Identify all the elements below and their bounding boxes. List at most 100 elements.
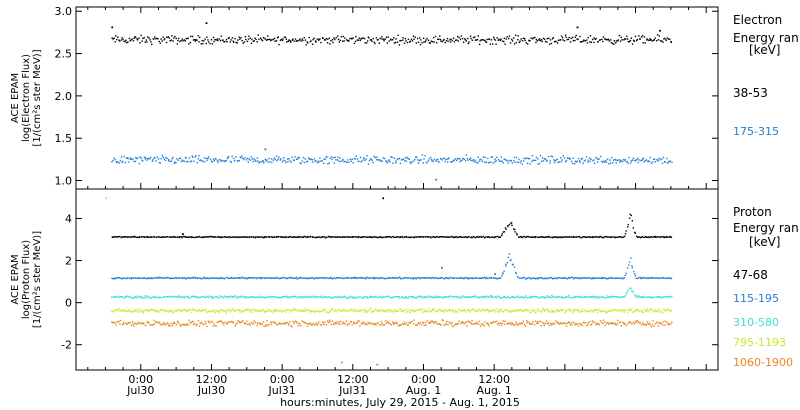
data-point [437,277,439,280]
data-point [353,322,355,325]
data-point [331,297,333,299]
data-point [200,159,202,161]
data-point [426,310,429,313]
data-point [487,157,489,160]
data-point [221,236,223,239]
data-point [159,296,162,298]
data-point [299,162,301,164]
data-point [500,309,502,311]
data-point [624,159,626,162]
data-point [381,160,383,162]
data-point [456,323,458,325]
data-point [403,309,406,312]
data-point [265,160,267,162]
data-point [280,277,282,279]
data-point [391,310,393,312]
data-point [201,310,203,312]
data-point [269,310,272,312]
data-point [406,297,408,299]
data-point [177,308,180,311]
data-point [180,236,182,238]
data-point [141,40,143,42]
data-point [173,277,175,280]
data-point [405,276,408,279]
data-point [213,297,215,299]
data-point [464,310,466,312]
data-point [526,297,528,299]
data-point [149,158,151,160]
data-point [281,277,283,279]
data-point [337,156,339,158]
data-point [520,160,522,162]
data-point [622,159,625,161]
data-point [298,296,301,299]
data-point [602,36,605,38]
data-point [549,39,552,41]
data-point [300,324,302,327]
data-point [458,277,461,279]
data-point [305,161,308,163]
series-115-195 [111,253,673,280]
data-point [452,296,454,298]
data-point [628,321,630,323]
data-point [188,236,190,238]
data-point [452,277,454,279]
data-point [506,322,508,325]
data-point [151,324,153,326]
data-point [373,310,375,312]
data-point [608,310,610,313]
data-point [502,231,505,233]
data-point [503,310,505,313]
data-point [527,321,529,323]
data-point [122,236,124,238]
data-point [587,159,590,161]
data-point [634,295,637,297]
data-point [595,236,598,238]
data-point [583,277,585,279]
data-point [624,323,626,325]
data-point [545,296,548,299]
data-point [239,236,241,238]
data-point [314,324,316,326]
data-point [129,321,131,324]
data-point [511,38,513,41]
data-point [525,309,528,311]
data-point [654,310,657,313]
x-axis-label: hours:minutes, July 29, 2015 - Aug. 1, 2… [280,396,520,409]
data-point [583,160,585,162]
data-point [305,310,307,312]
data-point [240,277,242,279]
data-point [593,277,596,280]
data-point [436,296,438,298]
data-point [433,41,435,43]
data-point [498,308,500,311]
data-point [129,158,132,161]
data-point [561,296,564,299]
data-point [352,37,354,39]
legend-entry: 175-315 [733,125,779,138]
data-point [646,277,648,280]
data-point [662,321,665,323]
data-point [393,157,395,159]
data-point [301,38,303,40]
data-point [555,159,557,161]
data-point [191,236,193,238]
data-point [628,261,631,263]
data-point [234,159,236,162]
data-point [601,277,603,280]
data-point [400,277,403,280]
data-point [177,296,180,298]
data-point [500,38,502,40]
data-point [497,311,500,313]
data-point [292,320,294,323]
data-point [655,296,657,298]
data-point [285,322,287,324]
data-point [325,324,328,326]
data-point [338,277,340,279]
data-point [654,277,657,279]
data-point [393,42,396,44]
data-point [482,323,484,326]
data-point [424,321,427,324]
data-point [456,35,459,38]
data-point [639,276,641,278]
